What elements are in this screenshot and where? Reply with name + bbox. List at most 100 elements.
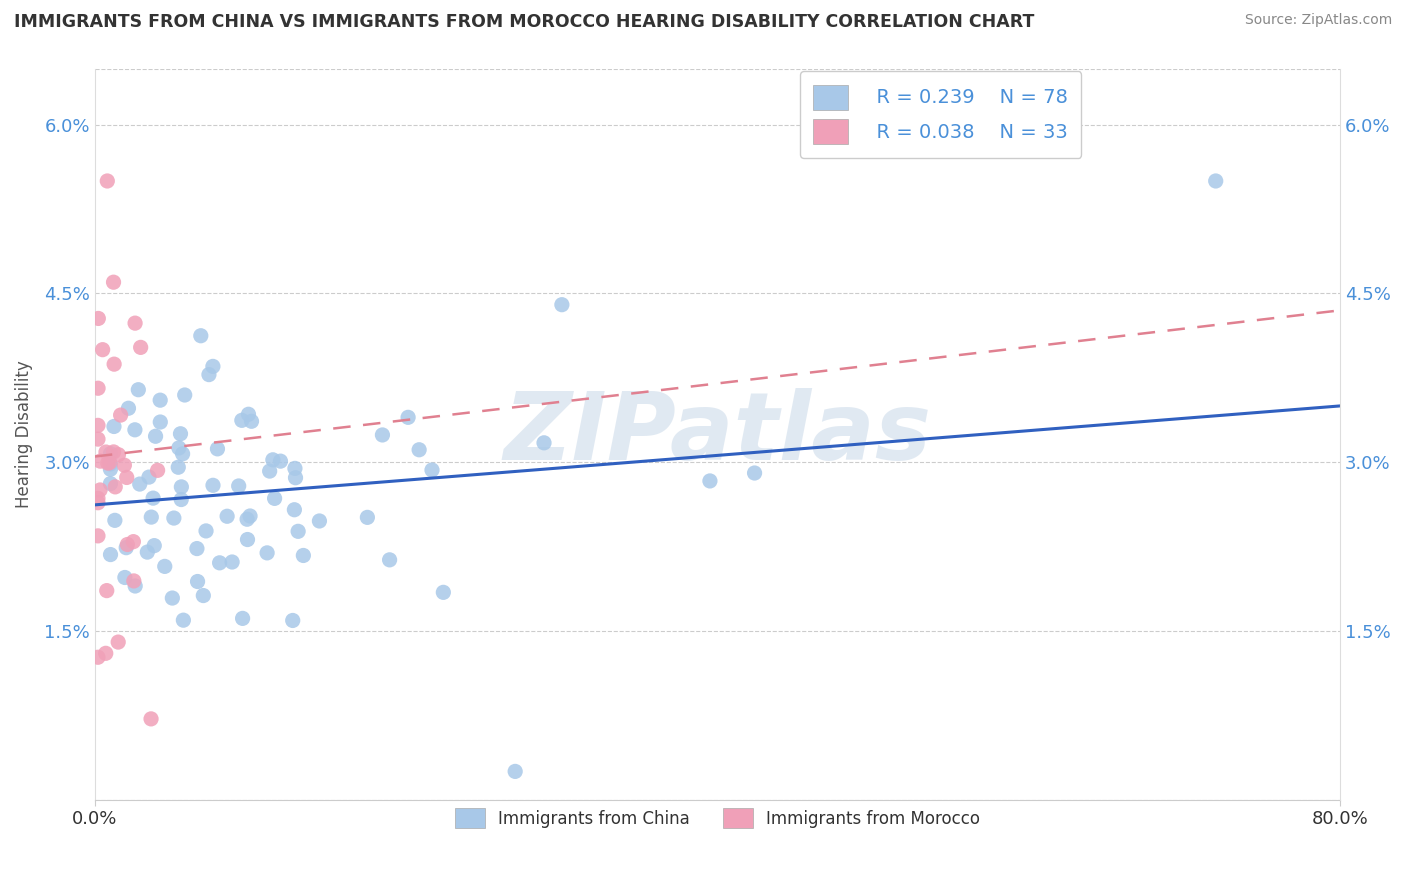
Point [408,442,430,457]
Point [163,511,186,525]
Point [87,381,110,395]
Point [201,478,224,492]
Point [117,537,139,551]
Point [239,508,262,523]
Point [100,548,122,562]
Point [145,429,167,443]
Point [98,456,121,470]
Point [87,491,110,506]
Legend: Immigrants from China, Immigrants from Morocco: Immigrants from China, Immigrants from M… [449,801,987,835]
Point [91,343,114,357]
Point [1205,174,1227,188]
Point [284,461,307,475]
Point [167,441,190,455]
Point [198,368,221,382]
Point [396,410,419,425]
Point [356,510,378,524]
Point [122,534,145,549]
Point [308,514,330,528]
Point [87,311,110,326]
Point [104,513,127,527]
Point [259,464,281,478]
Point [217,509,239,524]
Text: ZIPatlas: ZIPatlas [503,388,932,480]
Point [100,447,122,461]
Point [142,491,165,505]
Point [89,483,111,497]
Point [127,383,149,397]
Point [100,462,122,476]
Point [89,454,111,468]
Point [110,408,132,422]
Point [149,415,172,429]
Text: Source: ZipAtlas.com: Source: ZipAtlas.com [1244,13,1392,28]
Point [103,419,125,434]
Point [744,466,766,480]
Point [100,457,122,471]
Point [129,340,152,354]
Point [107,635,129,649]
Point [124,579,146,593]
Point [533,435,555,450]
Point [292,549,315,563]
Point [256,546,278,560]
Point [231,413,253,427]
Point [107,448,129,462]
Point [97,456,120,470]
Point [236,533,259,547]
Point [103,275,125,289]
Point [115,541,138,555]
Point [228,479,250,493]
Point [87,432,110,446]
Point [153,559,176,574]
Point [146,463,169,477]
Point [114,570,136,584]
Point [263,491,285,506]
Point [221,555,243,569]
Point [94,646,117,660]
Point [124,423,146,437]
Point [378,553,401,567]
Point [87,496,110,510]
Point [420,463,443,477]
Point [138,470,160,484]
Point [287,524,309,539]
Point [94,445,117,459]
Point [96,174,118,188]
Point [283,502,305,516]
Point [187,574,209,589]
Point [96,583,118,598]
Point [139,712,162,726]
Point [190,328,212,343]
Point [207,442,229,456]
Point [170,492,193,507]
Point [193,589,215,603]
Point [117,401,139,416]
Point [269,454,291,468]
Point [201,359,224,374]
Point [141,510,163,524]
Point [503,764,526,779]
Point [103,445,125,459]
Point [238,407,260,421]
Point [262,452,284,467]
Point [240,414,263,428]
Point [162,591,184,605]
Point [112,458,135,473]
Point [87,529,110,543]
Point [115,470,138,484]
Point [143,539,166,553]
Point [169,426,191,441]
Point [167,460,190,475]
Point [281,614,304,628]
Point [172,447,194,461]
Point [104,480,127,494]
Point [149,393,172,408]
Point [122,574,145,588]
Point [103,357,125,371]
Point [232,611,254,625]
Point [87,650,110,665]
Point [236,512,259,526]
Point [173,388,195,402]
Point [170,480,193,494]
